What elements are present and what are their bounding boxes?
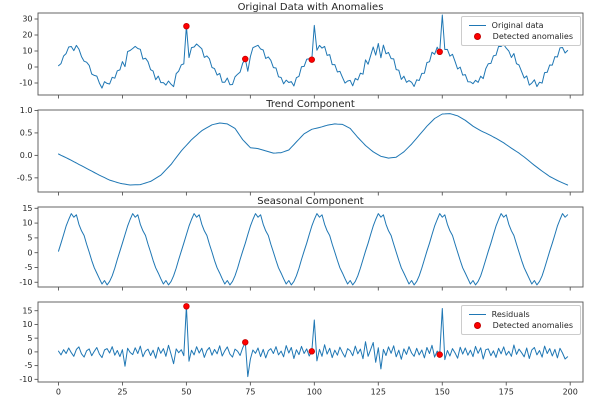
y-tick-label: 15 <box>22 306 32 315</box>
x-tick-label: 50 <box>181 388 191 397</box>
anomaly-marker <box>242 339 249 346</box>
y-tick-label: 1.0 <box>20 106 33 115</box>
x-tick-label: 125 <box>371 388 386 397</box>
y-tick-label: 0 <box>27 347 32 356</box>
anomaly-marker <box>183 303 190 310</box>
x-tick-label: 200 <box>563 388 578 397</box>
anomaly-marker <box>308 56 315 63</box>
anomaly-marker <box>183 23 190 30</box>
y-tick-label: 30 <box>22 15 32 24</box>
x-tick-label: 75 <box>245 388 255 397</box>
x-tick-label: 0 <box>56 388 61 397</box>
seasonal-line <box>58 213 569 286</box>
y-tick-label: -0.5 <box>17 173 33 182</box>
y-tick-label: -10 <box>19 375 32 384</box>
legend-anomaly-dot-icon <box>473 322 481 329</box>
y-tick-label: 10 <box>22 47 32 56</box>
subplot-original: 30 20 10 0 -10 <box>19 12 584 99</box>
anomaly-marker <box>436 351 443 358</box>
legend-label: Residuals <box>491 310 530 319</box>
y-tick-label: -10 <box>19 79 32 88</box>
y-tick-label: 20 <box>22 31 32 40</box>
axes-spines <box>37 206 584 288</box>
legend-residuals: Residuals Detected anomalies <box>460 305 581 335</box>
legend-item-detected-anomalies: Detected anomalies <box>467 31 573 42</box>
subplot-title-seasonal: Seasonal Component <box>257 196 364 207</box>
legend-anomaly-dot-icon <box>473 33 481 40</box>
original-line <box>58 14 569 89</box>
y-tick-label: 0 <box>27 248 32 257</box>
axes-spines <box>37 12 584 96</box>
x-tick-label: 150 <box>435 388 450 397</box>
anomaly-marker <box>436 48 443 55</box>
legend-item-original-data: Original data <box>467 20 573 31</box>
legend-label: Original data <box>491 21 544 30</box>
x-tick-label: 100 <box>307 388 322 397</box>
trend-line <box>58 113 569 186</box>
subplot-title-trend: Trend Component <box>266 99 355 110</box>
y-tick-label: 15 <box>22 204 32 213</box>
x-tick-label: 25 <box>117 388 127 397</box>
legend-original: Original data Detected anomalies <box>460 16 581 46</box>
y-tick-label: 10 <box>22 219 32 228</box>
anomaly-marker <box>242 55 249 63</box>
axes-spines <box>37 301 584 383</box>
legend-line-sample-icon <box>468 314 486 315</box>
legend-line-sample-icon <box>468 25 486 26</box>
y-tick-label: -10 <box>19 278 32 287</box>
subplot-trend: 1.0 0.5 0.0 -0.5 <box>17 106 584 196</box>
y-tick-label: 0.5 <box>20 129 33 138</box>
y-tick-label: -5 <box>25 263 33 272</box>
legend-item-residuals: Residuals <box>467 309 573 320</box>
y-tick-label: 5 <box>27 334 32 343</box>
legend-label: Detected anomalies <box>492 321 573 330</box>
legend-label: Detected anomalies <box>492 32 573 41</box>
subplot-title-original: Original Data with Anomalies <box>237 2 384 13</box>
y-tick-label: -5 <box>25 361 33 370</box>
y-tick-label: 0 <box>27 63 32 72</box>
y-tick-label: 5 <box>27 233 32 242</box>
axes-spines <box>37 109 584 193</box>
x-tick-label: 175 <box>499 388 514 397</box>
residuals-line <box>58 305 569 378</box>
subplot-seasonal: 15 10 5 0 -5 -10 <box>19 204 584 291</box>
anomaly-marker <box>308 348 315 355</box>
legend-item-detected-anomalies: Detected anomalies <box>467 320 573 331</box>
y-tick-label: 0.0 <box>20 151 33 160</box>
y-tick-label: 10 <box>22 320 32 329</box>
